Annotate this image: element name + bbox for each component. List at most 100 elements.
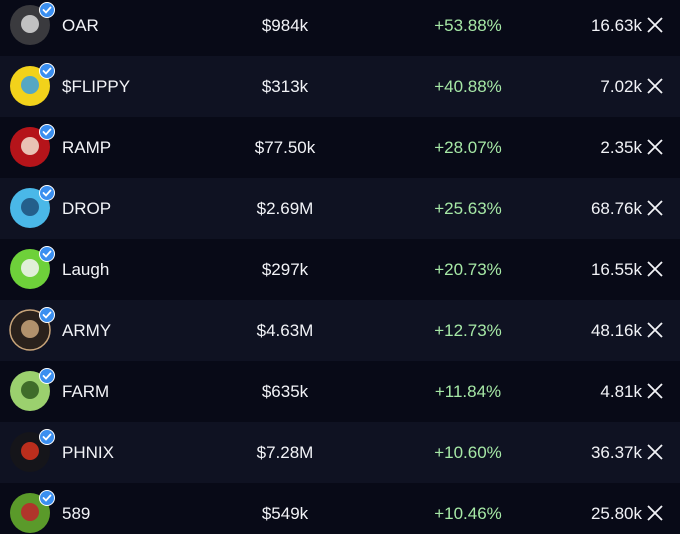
followers: 16.63k [590, 16, 642, 35]
verified-badge [39, 368, 55, 384]
followers: 16.55k [590, 260, 642, 279]
table-row: FARM $635k +11.84% 4.81k [0, 361, 680, 422]
token-name: FARM [62, 382, 110, 401]
x-logo [647, 444, 663, 460]
token-avatar [10, 368, 55, 411]
verified-badge [39, 246, 55, 262]
verified-check [42, 189, 52, 197]
verified-badge [39, 63, 55, 79]
x-icon [647, 322, 663, 338]
table-row: Laugh $297k +20.73% 16.55k [0, 239, 680, 300]
price-change: +11.84% [434, 382, 502, 401]
x-icon [647, 261, 663, 277]
table-row: RAMP $77.50k +28.07% 2.35k [0, 117, 680, 178]
token-name: PHNIX [62, 443, 114, 462]
token-name: $FLIPPY [62, 77, 131, 96]
token-name: Laugh [62, 260, 110, 279]
verified-check [42, 311, 52, 319]
avatar-detail [21, 381, 39, 399]
token-avatar [9, 307, 55, 351]
token-name: 589 [62, 504, 91, 523]
followers: 36.37k [590, 443, 642, 462]
verified-check [42, 372, 52, 380]
token-avatar [10, 63, 55, 106]
market-cap: $7.28M [256, 443, 314, 462]
verified-check [42, 128, 52, 136]
verified-badge [39, 185, 55, 201]
price-change: +28.07% [434, 138, 502, 157]
followers: 48.16k [590, 321, 642, 340]
verified-badge [39, 307, 55, 323]
table-row: DROP $2.69M +25.63% 68.76k [0, 178, 680, 239]
market-cap: $77.50k [254, 138, 316, 157]
token-name: ARMY [62, 321, 112, 340]
table-row: OAR $984k +53.88% 16.63k [0, 0, 680, 56]
followers: 25.80k [590, 504, 642, 523]
token-avatar [10, 490, 55, 533]
market-cap: $313k [261, 77, 309, 96]
x-logo [647, 139, 663, 155]
x-icon [647, 17, 663, 33]
x-logo [647, 17, 663, 33]
avatar-detail [21, 137, 39, 155]
verified-badge [39, 429, 55, 445]
x-logo [647, 200, 663, 216]
avatar-detail [21, 503, 39, 521]
x-icon [647, 139, 663, 155]
table-row: $FLIPPY $313k +40.88% 7.02k [0, 56, 680, 117]
followers: 7.02k [600, 77, 642, 96]
token-name: DROP [62, 199, 112, 218]
avatar-detail [21, 15, 39, 33]
x-icon [647, 444, 663, 460]
avatar-detail [21, 198, 39, 216]
x-logo [647, 383, 663, 399]
verified-badge [39, 490, 55, 506]
verified-badge [39, 124, 55, 140]
x-icon [647, 200, 663, 216]
followers: 2.35k [600, 138, 642, 157]
market-cap: $4.63M [256, 321, 314, 340]
x-icon [647, 383, 663, 399]
market-cap: $549k [261, 504, 309, 523]
token-avatar [10, 246, 55, 289]
x-icon [647, 505, 663, 521]
avatar-detail [21, 259, 39, 277]
price-change: +20.73% [434, 260, 502, 279]
market-cap: $635k [261, 382, 309, 401]
table-row: PHNIX $7.28M +10.60% 36.37k [0, 422, 680, 483]
verified-check [42, 250, 52, 258]
token-name: OAR [62, 16, 99, 35]
verified-badge [39, 2, 55, 18]
followers: 68.76k [590, 199, 642, 218]
avatar-detail [21, 320, 39, 338]
verified-check [42, 6, 52, 14]
x-icon [647, 78, 663, 94]
avatar-detail [21, 442, 39, 460]
token-avatar [10, 429, 55, 472]
market-cap: $2.69M [256, 199, 314, 218]
x-logo [647, 78, 663, 94]
token-avatar [10, 2, 55, 45]
verified-check [42, 67, 52, 75]
x-logo [647, 505, 663, 521]
price-change: +10.60% [434, 443, 502, 462]
token-name: RAMP [62, 138, 112, 157]
price-change: +25.63% [434, 199, 502, 218]
price-change: +53.88% [434, 16, 502, 35]
price-change: +10.46% [434, 504, 502, 523]
verified-check [42, 433, 52, 441]
market-cap: $297k [261, 260, 309, 279]
avatar-detail [21, 76, 39, 94]
market-cap: $984k [261, 16, 309, 35]
token-avatar [10, 185, 55, 228]
followers: 4.81k [600, 382, 642, 401]
price-change: +12.73% [434, 321, 502, 340]
price-change: +40.88% [434, 77, 502, 96]
verified-check [42, 494, 52, 502]
table-row: ARMY $4.63M +12.73% 48.16k [0, 300, 680, 361]
table-row: 589 $549k +10.46% 25.80k [0, 483, 680, 534]
token-avatar [10, 124, 55, 167]
x-logo [647, 322, 663, 338]
x-logo [647, 261, 663, 277]
